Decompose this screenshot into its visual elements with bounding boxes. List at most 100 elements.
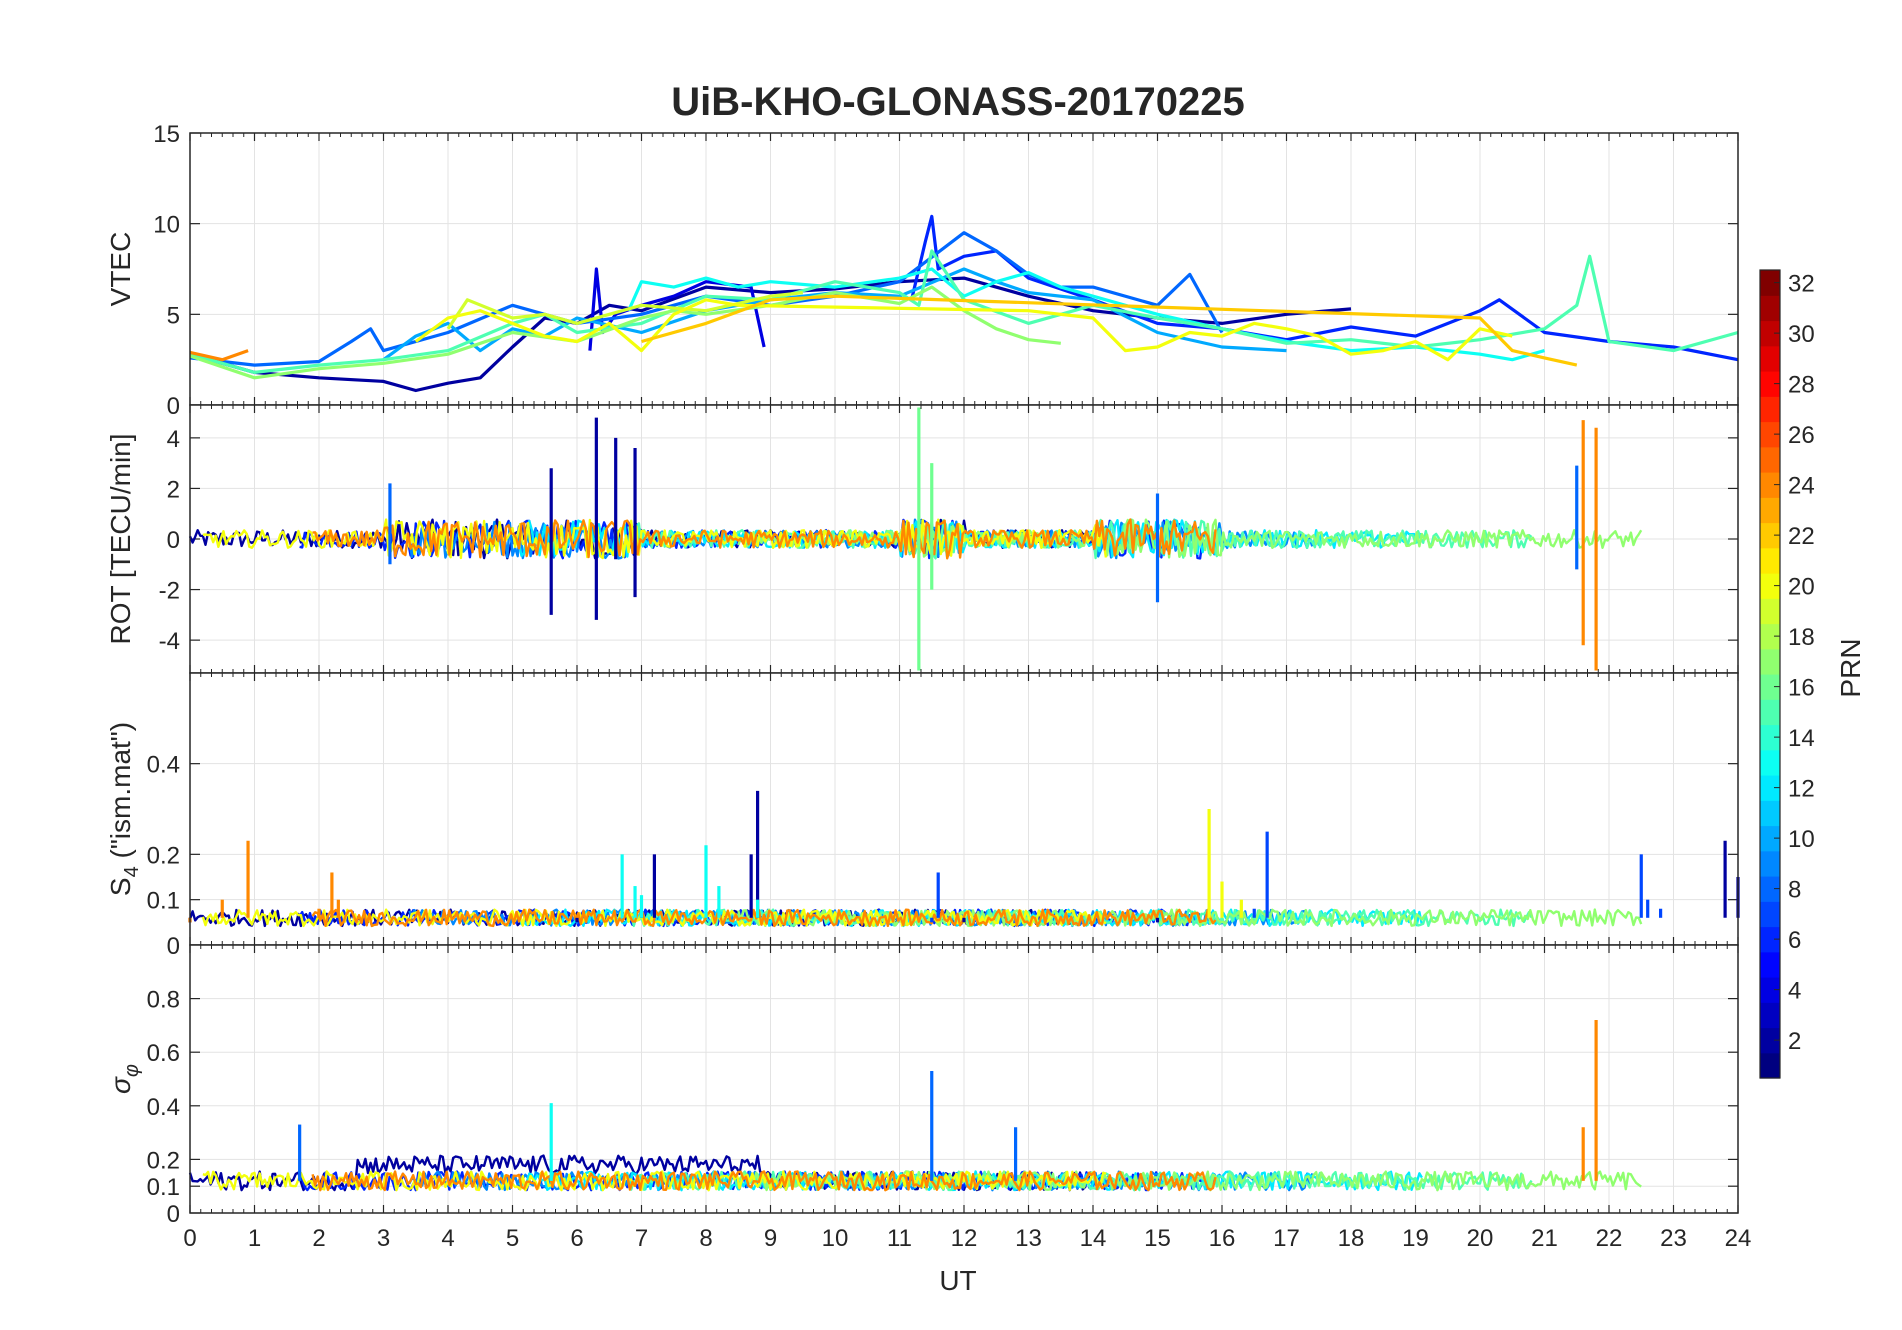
y-tick-label: 15 bbox=[153, 121, 180, 148]
colorbar-swatch-prn-2 bbox=[1760, 1027, 1780, 1054]
noise-trace-prn-20 bbox=[202, 1170, 1107, 1192]
colorbar-swatch-prn-5 bbox=[1760, 951, 1780, 978]
colorbar-label: PRN bbox=[1835, 638, 1866, 697]
colorbar-swatch-prn-26 bbox=[1760, 421, 1780, 448]
y-axis-label-rest: ("ism.mat") bbox=[105, 722, 136, 866]
colorbar-swatch-prn-4 bbox=[1760, 977, 1780, 1003]
y-tick-label: 0 bbox=[167, 933, 180, 960]
vtec-series-prn-19 bbox=[446, 291, 803, 330]
x-tick-label: 0 bbox=[183, 1225, 196, 1252]
colorbar-swatch-prn-3 bbox=[1760, 1002, 1780, 1029]
colorbar-swatch-prn-12 bbox=[1760, 775, 1780, 801]
y-tick-label: 0.6 bbox=[147, 1040, 180, 1067]
colorbar-swatch-prn-25 bbox=[1760, 446, 1780, 473]
colorbar-swatch-prn-8 bbox=[1760, 876, 1780, 902]
x-tick-label: 18 bbox=[1338, 1225, 1365, 1252]
colorbar-tick-label: 16 bbox=[1788, 675, 1815, 702]
y-tick-label: 0 bbox=[167, 393, 180, 420]
x-tick-label: 19 bbox=[1402, 1225, 1429, 1252]
colorbar-swatch-prn-31 bbox=[1760, 295, 1780, 322]
y-tick-label: 0.4 bbox=[147, 752, 180, 779]
x-tick-label: 11 bbox=[887, 1225, 912, 1252]
colorbar-tick-label: 32 bbox=[1788, 271, 1815, 298]
colorbar-swatch-prn-11 bbox=[1760, 800, 1780, 827]
colorbar-swatch-prn-14 bbox=[1760, 724, 1780, 751]
y-tick-label: 0.4 bbox=[147, 1094, 180, 1121]
x-tick-label: 17 bbox=[1273, 1225, 1300, 1252]
colorbar-tick-label: 20 bbox=[1788, 574, 1815, 601]
x-tick-label: 16 bbox=[1209, 1225, 1236, 1252]
colorbar-tick-label: 4 bbox=[1788, 978, 1801, 1005]
vtec-series-prn-13 bbox=[627, 267, 1545, 362]
vtec-series-prn-15 bbox=[189, 249, 1739, 374]
x-tick-label: 13 bbox=[1015, 1225, 1042, 1252]
x-tick-label: 20 bbox=[1467, 1225, 1494, 1252]
x-tick-label: 14 bbox=[1080, 1225, 1107, 1252]
x-tick-label: 5 bbox=[506, 1225, 519, 1252]
colorbar-swatch-prn-23 bbox=[1760, 497, 1780, 524]
x-tick-label: 24 bbox=[1725, 1225, 1752, 1252]
colorbar-swatch-prn-7 bbox=[1760, 901, 1780, 928]
noise-trace-prn-24 bbox=[312, 518, 1217, 560]
x-tick-label: 3 bbox=[377, 1225, 390, 1252]
y-axis-label-panel-1: VTEC bbox=[105, 232, 136, 307]
y-tick-label: -4 bbox=[159, 628, 180, 655]
vtec-series-prn-24 bbox=[189, 349, 249, 362]
colorbar-tick-label: 22 bbox=[1788, 523, 1815, 550]
x-axis-label: UT bbox=[939, 1265, 976, 1296]
colorbar-swatch-prn-1 bbox=[1760, 1052, 1780, 1079]
colorbar-frame bbox=[1759, 269, 1781, 1079]
noise-trace-prn-24 bbox=[311, 1170, 1217, 1192]
colorbar-swatch-prn-22 bbox=[1760, 522, 1780, 549]
x-tick-label: 21 bbox=[1531, 1225, 1558, 1252]
y-tick-label: 0.2 bbox=[147, 842, 180, 869]
colorbar-swatch-prn-27 bbox=[1760, 396, 1780, 423]
colorbar-swatch-prn-24 bbox=[1760, 472, 1780, 498]
colorbar-tick-label: 6 bbox=[1788, 927, 1801, 954]
panel-2: -4 -2 0 2 4 ROT [TECU/min] bbox=[105, 404, 1739, 674]
y-axis-label-sub: φ bbox=[121, 1064, 143, 1077]
y-tick-label: 4 bbox=[167, 426, 180, 453]
x-tick-label: 2 bbox=[312, 1225, 325, 1252]
colorbar-swatch-prn-20 bbox=[1760, 573, 1780, 599]
colorbar-tick-label: 12 bbox=[1788, 776, 1815, 803]
colorbar-tick-label: 14 bbox=[1788, 725, 1815, 752]
x-tick-label: 10 bbox=[822, 1225, 849, 1252]
colorbar-tick-label: 2 bbox=[1788, 1028, 1801, 1055]
y-tick-label: 0.1 bbox=[147, 1174, 180, 1201]
panel-4-frame bbox=[189, 944, 1739, 1214]
y-tick-label: 2 bbox=[167, 476, 180, 503]
vtec-series-prn-20 bbox=[414, 298, 1513, 362]
y-axis-label-sub: 4 bbox=[121, 866, 143, 877]
y-tick-label: 0.8 bbox=[147, 987, 180, 1014]
y-axis-label-main: S bbox=[105, 877, 136, 896]
colorbar-swatch-prn-17 bbox=[1760, 648, 1780, 675]
y-axis-label-main: σ bbox=[105, 1076, 136, 1094]
y-tick-label: 0.1 bbox=[147, 888, 180, 915]
colorbar-tick-label: 28 bbox=[1788, 372, 1815, 399]
colorbar-swatch-prn-18 bbox=[1760, 623, 1780, 650]
x-tick-label: 6 bbox=[570, 1225, 583, 1252]
x-tick-label: 9 bbox=[764, 1225, 777, 1252]
y-tick-label: 10 bbox=[153, 212, 180, 239]
y-axis-label-panel-4: σφ bbox=[105, 1064, 143, 1094]
x-tick-label: 15 bbox=[1144, 1225, 1171, 1252]
colorbar-tick-label: 26 bbox=[1788, 422, 1815, 449]
y-tick-label: 0 bbox=[167, 1201, 180, 1228]
y-tick-label: 0.2 bbox=[147, 1147, 180, 1174]
vtec-series-prn-2 bbox=[189, 276, 1352, 393]
vtec-series-prn-8 bbox=[189, 231, 1224, 367]
x-tick-label: 1 bbox=[248, 1225, 261, 1252]
colorbar-swatch-prn-19 bbox=[1760, 598, 1780, 625]
vtec-series-prn-22 bbox=[641, 294, 1578, 367]
y-tick-label: -2 bbox=[159, 578, 180, 605]
x-tick-label: 23 bbox=[1660, 1225, 1687, 1252]
x-tick-label: 12 bbox=[951, 1225, 978, 1252]
colorbar-swatch-prn-16 bbox=[1760, 674, 1780, 700]
colorbar-tick-label: 18 bbox=[1788, 624, 1815, 651]
colorbar-tick-label: 24 bbox=[1788, 473, 1815, 500]
colorbar-swatch-prn-21 bbox=[1760, 547, 1780, 574]
panel-1: 0 5 10 15 VTEC bbox=[105, 121, 1739, 420]
